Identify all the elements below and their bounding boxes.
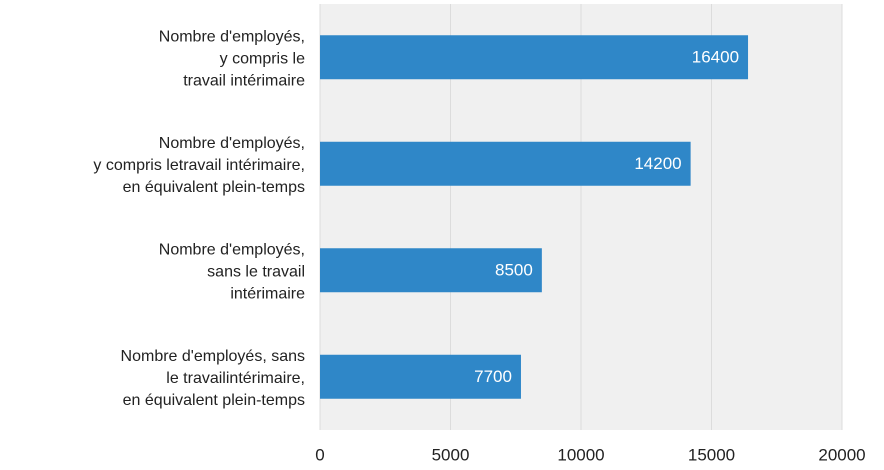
x-tick-label: 15000 xyxy=(688,445,735,464)
y-tick-label: y compris letravail intérimaire, xyxy=(93,157,305,174)
y-tick-label: Nombre d'employés, xyxy=(159,135,305,152)
y-tick-label: Nombre d'employés, sans xyxy=(121,348,305,365)
y-tick-label: y compris le xyxy=(220,50,305,67)
y-tick-label: Nombre d'employés, xyxy=(159,241,305,258)
y-tick-label: le travailintérimaire, xyxy=(166,370,305,387)
bar xyxy=(320,248,542,293)
y-tick-label: en équivalent plein-temps xyxy=(123,179,305,196)
x-tick-label: 0 xyxy=(315,445,324,464)
value-label: 16400 xyxy=(692,48,739,67)
y-tick-label: Nombre d'employés, xyxy=(159,28,305,45)
y-tick-label: intérimaire xyxy=(230,285,305,302)
bar xyxy=(320,35,749,80)
y-tick-label: sans le travail xyxy=(207,263,305,280)
x-tick-label: 5000 xyxy=(432,445,470,464)
bar xyxy=(320,354,521,399)
y-tick-label: en équivalent plein-temps xyxy=(123,392,305,409)
bar xyxy=(320,141,691,186)
value-label: 8500 xyxy=(495,261,533,280)
value-label: 7700 xyxy=(474,367,512,386)
x-tick-label: 10000 xyxy=(557,445,604,464)
value-label: 14200 xyxy=(634,154,681,173)
x-tick-label: 20000 xyxy=(818,445,865,464)
y-tick-label: travail intérimaire xyxy=(183,72,305,89)
